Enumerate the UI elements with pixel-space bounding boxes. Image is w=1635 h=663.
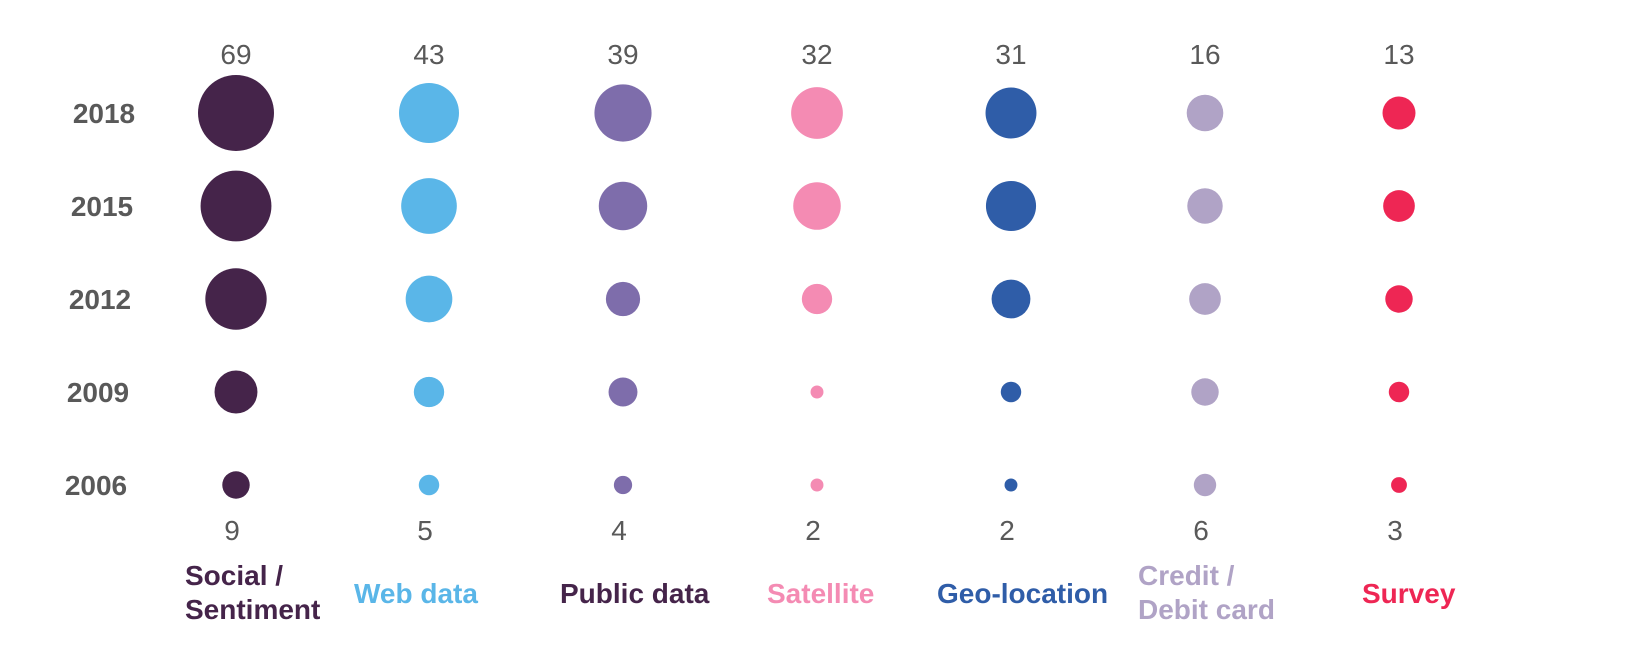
year-label-2015: 2015 — [71, 191, 133, 222]
bubble-credit-debit-card-2015 — [1187, 188, 1223, 224]
bottom-value-label: 2 — [805, 515, 821, 546]
bubble-geo-location-2009 — [1000, 381, 1022, 403]
bubble-social-sentiment-2018 — [198, 75, 274, 151]
year-label-2018: 2018 — [73, 98, 135, 129]
bubble-geo-location-2015 — [985, 180, 1037, 232]
category-label-line: Web data — [354, 578, 478, 609]
bubble-credit-debit-card-2012 — [1189, 283, 1221, 315]
category-label-line: Credit / — [1138, 560, 1235, 591]
year-label-2009: 2009 — [67, 377, 129, 408]
bubble-satellite-2012 — [801, 283, 833, 315]
category-label-line: Public data — [560, 578, 710, 609]
category-label-credit-debit-card: Credit / Debit card — [1138, 560, 1275, 625]
category-label-line: Geo-location — [937, 578, 1108, 609]
bubble-credit-debit-card-2006 — [1193, 473, 1217, 497]
bubble-credit-debit-card-2009 — [1191, 378, 1219, 406]
bubble-social-sentiment-2015 — [200, 170, 272, 242]
bubble-social-sentiment-2006 — [222, 471, 250, 499]
bubble-credit-debit-card-2018 — [1186, 94, 1224, 132]
bubble-satellite-2018 — [791, 87, 843, 139]
bubble-satellite-2006 — [810, 478, 824, 492]
bubble-geo-location-2012 — [991, 279, 1031, 319]
bottom-value-label: 5 — [417, 515, 433, 546]
category-label-public-data: Public data — [560, 578, 710, 609]
bottom-value-label: 6 — [1193, 515, 1209, 546]
top-value-label: 43 — [413, 39, 444, 70]
bubble-web-data-2009 — [413, 376, 445, 408]
bottom-value-label: 4 — [611, 515, 627, 546]
bubble-survey-2015 — [1383, 190, 1415, 222]
bubble-geo-location-2018 — [985, 87, 1037, 139]
category-label-line: Social / — [185, 560, 283, 591]
bottom-value-label: 2 — [999, 515, 1015, 546]
bubble-web-data-2015 — [401, 178, 457, 234]
category-label-social-sentiment: Social / Sentiment — [185, 560, 320, 625]
top-value-label: 39 — [607, 39, 638, 70]
category-label-web-data: Web data — [354, 578, 478, 609]
top-value-label: 16 — [1189, 39, 1220, 70]
category-label-line: Survey — [1362, 578, 1456, 609]
bubble-web-data-2006 — [418, 474, 440, 496]
bubble-public-data-2015 — [598, 181, 648, 231]
bubble-public-data-2006 — [613, 475, 633, 495]
bubble-satellite-2015 — [793, 182, 841, 230]
top-value-label: 69 — [220, 39, 251, 70]
category-label-satellite: Satellite — [767, 578, 874, 609]
category-label-line: Debit card — [1138, 594, 1275, 625]
bubble-social-sentiment-2012 — [205, 268, 267, 330]
bubble-social-sentiment-2009 — [214, 370, 258, 414]
category-label-line: Satellite — [767, 578, 874, 609]
year-label-2006: 2006 — [65, 470, 127, 501]
top-value-label: 13 — [1383, 39, 1414, 70]
bubble-satellite-2009 — [810, 385, 824, 399]
bottom-value-label: 3 — [1387, 515, 1403, 546]
bubble-survey-2006 — [1391, 477, 1407, 493]
bubble-web-data-2018 — [399, 83, 459, 143]
category-label-geo-location: Geo-location — [937, 578, 1108, 609]
bubble-geo-location-2006 — [1004, 478, 1018, 492]
bubble-survey-2018 — [1382, 96, 1416, 130]
bubble-survey-2012 — [1385, 285, 1413, 313]
category-label-line: Sentiment — [185, 594, 320, 625]
bubble-public-data-2009 — [608, 377, 638, 407]
bubble-public-data-2018 — [594, 84, 652, 142]
bubble-public-data-2012 — [605, 281, 641, 317]
bubble-web-data-2012 — [405, 275, 453, 323]
category-label-survey: Survey — [1362, 578, 1456, 609]
top-value-label: 31 — [995, 39, 1026, 70]
bubble-survey-2009 — [1388, 381, 1410, 403]
bottom-value-label: 9 — [224, 515, 240, 546]
top-value-label: 32 — [801, 39, 832, 70]
year-label-2012: 2012 — [69, 284, 131, 315]
